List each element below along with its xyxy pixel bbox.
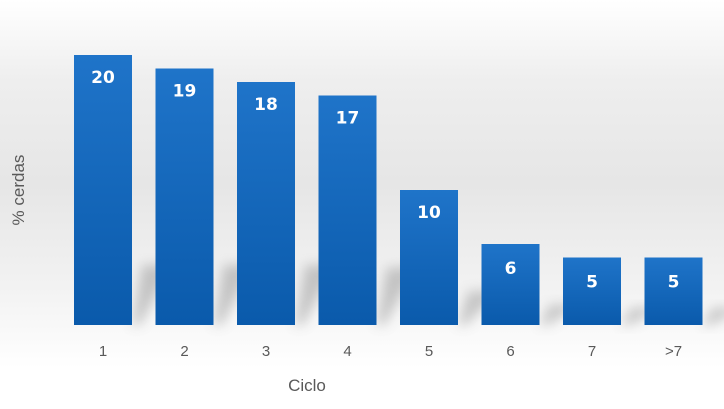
data-label: 17 [336,109,360,129]
bar-4 [318,95,377,325]
data-label: 10 [417,203,441,223]
bar-7 [563,257,621,325]
x-tick-label: 4 [343,343,351,360]
bar-2 [155,68,214,325]
x-tick-label: >7 [665,343,682,360]
data-label: 5 [668,273,680,293]
y-axis-label: % cerdas [9,154,28,226]
x-tick-label: 6 [506,343,514,360]
bar-5 [400,190,458,325]
x-tick-label: 5 [425,343,433,360]
bar-shadow [702,308,724,325]
data-label: 18 [254,95,278,115]
bar-6 [481,244,540,325]
x-tick-label: 1 [99,343,107,360]
bar-8 [644,257,703,325]
bar-1 [74,55,132,325]
data-label: 6 [505,259,517,279]
bar-3 [237,82,295,325]
x-tick-label: 2 [180,343,188,360]
data-label: 5 [586,273,598,293]
x-tick-label: 3 [262,343,270,360]
data-label: 19 [173,82,197,102]
data-label: 20 [91,68,115,88]
x-axis-label: Ciclo [288,376,326,395]
x-tick-label: 7 [588,343,596,360]
